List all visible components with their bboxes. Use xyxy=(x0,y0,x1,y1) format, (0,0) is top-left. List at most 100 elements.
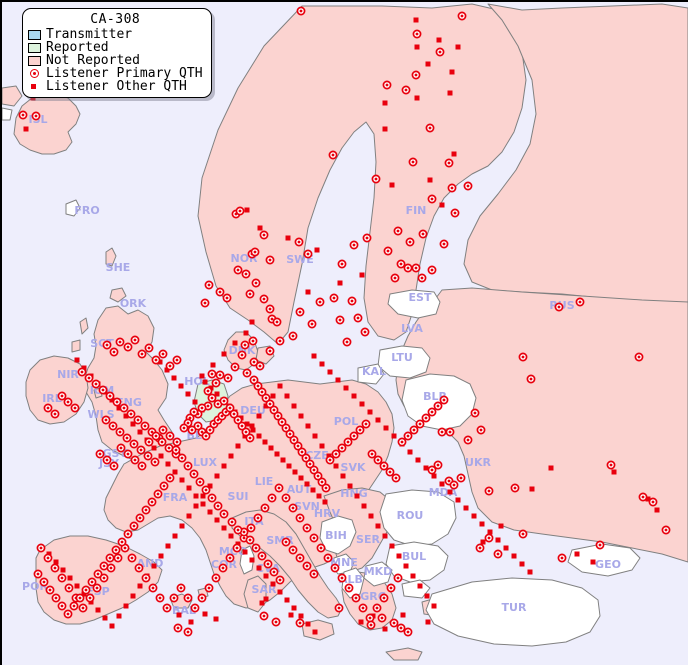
listener-primary-qth-marker[interactable] xyxy=(295,513,305,523)
listener-primary-qth-marker[interactable] xyxy=(484,486,494,496)
listener-primary-qth-marker[interactable] xyxy=(450,208,460,218)
listener-other-qth-marker[interactable] xyxy=(164,367,170,373)
listener-primary-qth-marker[interactable] xyxy=(31,111,41,121)
listener-other-qth-marker[interactable] xyxy=(298,613,304,619)
listener-other-qth-marker[interactable] xyxy=(109,623,115,629)
listener-primary-qth-marker[interactable] xyxy=(207,493,217,503)
listener-primary-qth-marker[interactable] xyxy=(427,407,437,417)
listener-other-qth-marker[interactable] xyxy=(250,427,256,433)
listener-primary-qth-marker[interactable] xyxy=(365,613,375,623)
listener-primary-qth-marker[interactable] xyxy=(115,337,125,347)
listener-other-qth-marker[interactable] xyxy=(383,425,389,431)
listener-primary-qth-marker[interactable] xyxy=(275,575,285,585)
listener-primary-qth-marker[interactable] xyxy=(93,569,103,579)
listener-primary-qth-marker[interactable] xyxy=(169,593,179,603)
listener-other-qth-marker[interactable] xyxy=(511,553,517,559)
listener-other-qth-marker[interactable] xyxy=(81,591,87,597)
listener-other-qth-marker[interactable] xyxy=(451,151,457,157)
listener-other-qth-marker[interactable] xyxy=(447,489,453,495)
listener-other-qth-marker[interactable] xyxy=(207,483,213,489)
listener-primary-qth-marker[interactable] xyxy=(427,194,437,204)
listener-primary-qth-marker[interactable] xyxy=(295,553,305,563)
listener-other-qth-marker[interactable] xyxy=(319,443,325,449)
listener-other-qth-marker[interactable] xyxy=(415,457,421,463)
listener-primary-qth-marker[interactable] xyxy=(203,386,213,396)
listener-primary-qth-marker[interactable] xyxy=(281,537,291,547)
listener-primary-qth-marker[interactable] xyxy=(526,374,536,384)
listener-primary-qth-marker[interactable] xyxy=(253,381,263,391)
listener-other-qth-marker[interactable] xyxy=(221,525,227,531)
listener-other-qth-marker[interactable] xyxy=(498,523,504,529)
listener-other-qth-marker[interactable] xyxy=(382,100,388,106)
listener-primary-qth-marker[interactable] xyxy=(439,395,449,405)
listener-other-qth-marker[interactable] xyxy=(361,503,367,509)
listener-other-qth-marker[interactable] xyxy=(263,403,269,409)
listener-other-qth-marker[interactable] xyxy=(165,461,171,467)
listener-primary-qth-marker[interactable] xyxy=(108,421,118,431)
listener-primary-qth-marker[interactable] xyxy=(200,298,210,308)
listener-primary-qth-marker[interactable] xyxy=(150,457,160,467)
listener-other-qth-marker[interactable] xyxy=(270,393,276,399)
listener-primary-qth-marker[interactable] xyxy=(69,601,79,611)
listener-primary-qth-marker[interactable] xyxy=(233,415,243,425)
listener-other-qth-marker[interactable] xyxy=(74,357,80,363)
listener-primary-qth-marker[interactable] xyxy=(85,593,95,603)
listener-primary-qth-marker[interactable] xyxy=(288,503,298,513)
listener-primary-qth-marker[interactable] xyxy=(411,70,421,80)
listener-primary-qth-marker[interactable] xyxy=(372,603,382,613)
listener-primary-qth-marker[interactable] xyxy=(329,293,339,303)
listener-other-qth-marker[interactable] xyxy=(193,493,199,499)
listener-primary-qth-marker[interactable] xyxy=(397,437,407,447)
listener-other-qth-marker[interactable] xyxy=(249,557,255,563)
listener-primary-qth-marker[interactable] xyxy=(557,553,567,563)
listener-primary-qth-marker[interactable] xyxy=(648,497,658,507)
listener-primary-qth-marker[interactable] xyxy=(257,551,267,561)
listener-primary-qth-marker[interactable] xyxy=(164,443,174,453)
listener-other-qth-marker[interactable] xyxy=(335,377,341,383)
listener-primary-qth-marker[interactable] xyxy=(36,543,46,553)
listener-other-qth-marker[interactable] xyxy=(53,559,59,565)
listener-other-qth-marker[interactable] xyxy=(176,612,182,618)
listener-primary-qth-marker[interactable] xyxy=(241,427,251,437)
listener-primary-qth-marker[interactable] xyxy=(427,465,437,475)
listener-other-qth-marker[interactable] xyxy=(471,513,477,519)
listener-primary-qth-marker[interactable] xyxy=(305,459,315,469)
listener-primary-qth-marker[interactable] xyxy=(349,240,359,250)
listener-primary-qth-marker[interactable] xyxy=(386,583,396,593)
listener-primary-qth-marker[interactable] xyxy=(159,481,169,491)
listener-primary-qth-marker[interactable] xyxy=(130,455,140,465)
listener-primary-qth-marker[interactable] xyxy=(425,123,435,133)
listener-other-qth-marker[interactable] xyxy=(423,465,429,471)
listener-other-qth-marker[interactable] xyxy=(527,569,533,575)
listener-primary-qth-marker[interactable] xyxy=(303,249,313,259)
listener-primary-qth-marker[interactable] xyxy=(172,437,182,447)
listener-primary-qth-marker[interactable] xyxy=(313,471,323,481)
listener-other-qth-marker[interactable] xyxy=(447,90,453,96)
listener-primary-qth-marker[interactable] xyxy=(409,425,419,435)
listener-primary-qth-marker[interactable] xyxy=(222,293,232,303)
listener-primary-qth-marker[interactable] xyxy=(288,331,298,341)
listener-primary-qth-marker[interactable] xyxy=(119,403,129,413)
listener-primary-qth-marker[interactable] xyxy=(447,183,457,193)
listener-primary-qth-marker[interactable] xyxy=(109,347,119,357)
listener-primary-qth-marker[interactable] xyxy=(361,419,371,429)
listener-primary-qth-marker[interactable] xyxy=(223,373,233,383)
listener-primary-qth-marker[interactable] xyxy=(165,431,175,441)
listener-other-qth-marker[interactable] xyxy=(391,433,397,439)
listener-other-qth-marker[interactable] xyxy=(192,399,198,405)
listener-other-qth-marker[interactable] xyxy=(179,523,185,529)
listener-primary-qth-marker[interactable] xyxy=(134,563,144,573)
listener-primary-qth-marker[interactable] xyxy=(144,437,154,447)
listener-primary-qth-marker[interactable] xyxy=(105,391,115,401)
listener-primary-qth-marker[interactable] xyxy=(245,433,255,443)
listener-primary-qth-marker[interactable] xyxy=(267,493,277,503)
listener-primary-qth-marker[interactable] xyxy=(126,409,136,419)
listener-other-qth-marker[interactable] xyxy=(200,493,206,499)
listener-other-qth-marker[interactable] xyxy=(480,539,486,545)
listener-other-qth-marker[interactable] xyxy=(414,95,420,101)
listener-primary-qth-marker[interactable] xyxy=(151,355,161,365)
listener-primary-qth-marker[interactable] xyxy=(173,623,183,633)
listener-primary-qth-marker[interactable] xyxy=(261,393,271,403)
listener-primary-qth-marker[interactable] xyxy=(106,563,116,573)
listener-other-qth-marker[interactable] xyxy=(417,583,423,589)
